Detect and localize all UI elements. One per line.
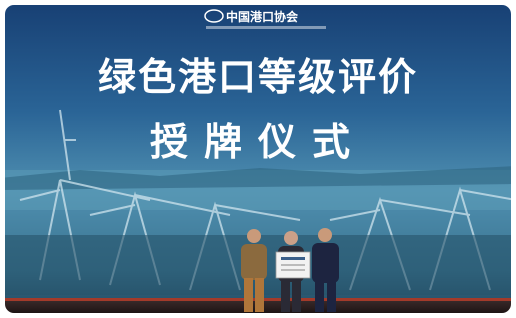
logo-subtext bbox=[206, 26, 326, 29]
plaque-line bbox=[281, 269, 305, 271]
scene: 中国港口协会 绿色港口等级评价 授牌仪式 bbox=[0, 0, 516, 318]
plaque-header bbox=[281, 257, 305, 260]
title-line-2: 授牌仪式 bbox=[150, 120, 366, 164]
page: {"logo": "中国港口协会", "title_line1": "绿色港口等… bbox=[0, 0, 516, 318]
photo: 中国港口协会 绿色港口等级评价 授牌仪式 bbox=[0, 0, 516, 318]
title-line-1: 绿色港口等级评价 bbox=[98, 55, 418, 99]
plaque-line bbox=[281, 264, 305, 266]
logo-text: 中国港口协会 bbox=[226, 9, 299, 24]
